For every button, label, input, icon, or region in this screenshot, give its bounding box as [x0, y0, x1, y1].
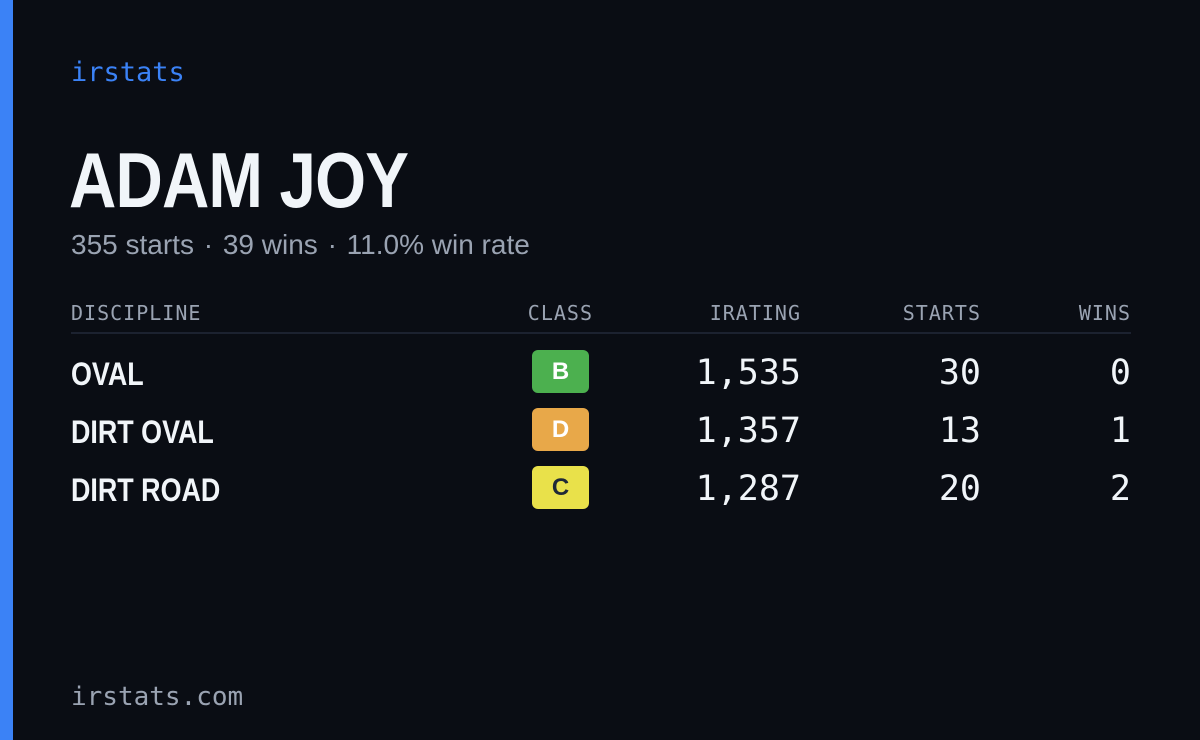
discipline-name: DIRT ROAD [71, 472, 221, 508]
header-wins: WINS [1078, 301, 1131, 325]
starts-summary: 355 starts [71, 229, 194, 260]
driver-name: ADAM JOY [69, 136, 409, 224]
header-starts: STARTS [902, 301, 981, 325]
wins-summary: 39 wins [222, 229, 318, 260]
table-header: DISCIPLINE CLASS IRATING STARTS WINS [71, 296, 1131, 334]
irating-value: 1,357 [695, 411, 801, 451]
header-irating: IRATING [709, 301, 801, 325]
table-row: OVAL B 1,535 30 0 [71, 334, 1131, 393]
footer-url: irstats.com [71, 682, 244, 712]
starts-value: 20 [938, 469, 981, 509]
driver-summary: 355 starts · 39 wins · 11.0% win rate [71, 228, 530, 262]
wins-value: 2 [1109, 469, 1131, 509]
header-discipline: DISCIPLINE [71, 301, 202, 325]
class-badge: D [532, 408, 589, 451]
irating-value: 1,535 [695, 353, 801, 393]
table-row: DIRT ROAD C 1,287 20 2 [71, 450, 1131, 509]
table-row: DIRT OVAL D 1,357 13 1 [71, 392, 1131, 451]
wins-value: 1 [1109, 411, 1131, 451]
irating-value: 1,287 [695, 469, 801, 509]
discipline-name: DIRT OVAL [71, 414, 214, 450]
accent-bar [0, 0, 13, 740]
class-badge: C [532, 466, 589, 509]
separator: · [203, 229, 214, 260]
header-class: CLASS [527, 301, 593, 325]
separator: · [327, 229, 337, 260]
starts-value: 13 [938, 411, 981, 451]
discipline-name: OVAL [71, 356, 144, 392]
starts-value: 30 [938, 353, 981, 393]
discipline-table: DISCIPLINE CLASS IRATING STARTS WINS OVA… [71, 296, 1131, 509]
brand-logo-text: irstats [71, 57, 185, 88]
class-badge: B [532, 350, 589, 393]
wins-value: 0 [1109, 353, 1131, 393]
win-rate-summary: 11.0% win rate [346, 229, 530, 260]
